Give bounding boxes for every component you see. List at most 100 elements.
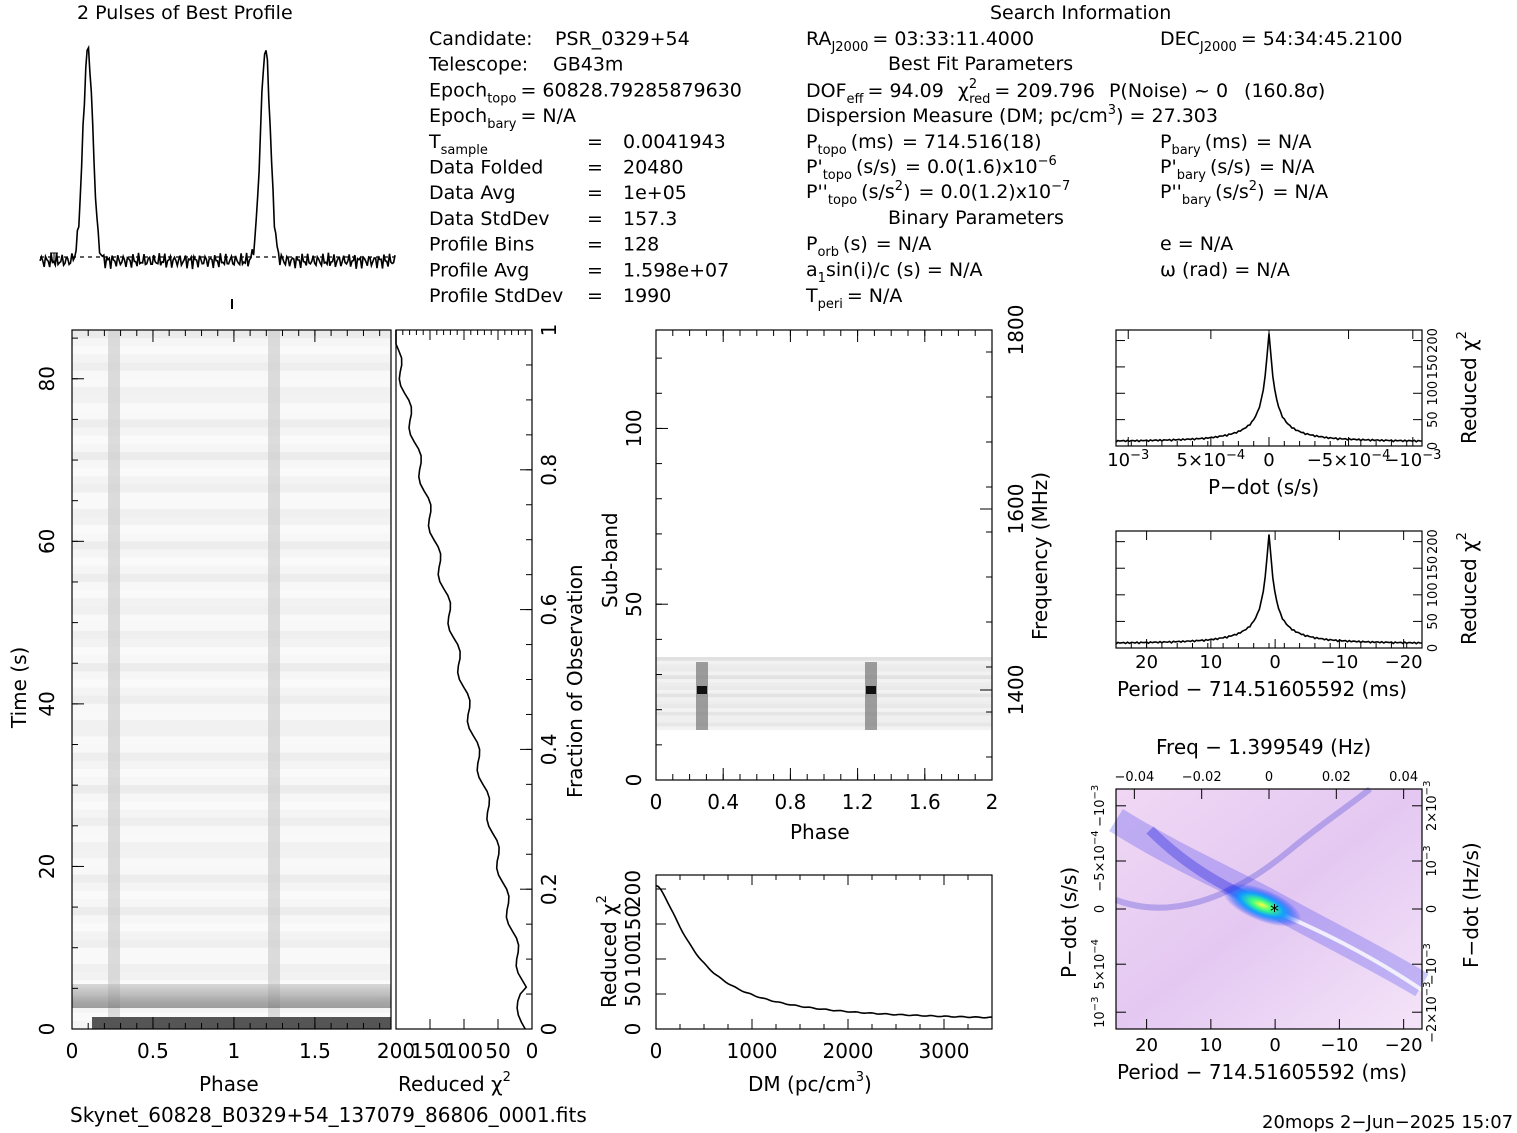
subband-heatmap [656, 657, 992, 731]
tick-label: −10−3 [1384, 448, 1441, 471]
time-phase-axes: 0 0.5 1 1.5 0 20 40 60 80 [35, 330, 381, 1063]
info-value: 1e+05 [623, 182, 687, 204]
search-title: Search Information [990, 2, 1171, 24]
pdot-topo-line: P'topo (s/s) = 0.0(1.6)x10−6 [806, 154, 1057, 183]
subband-axes: 0 0.4 0.8 1.2 1.6 2 0 50 100 1400 1600 1800 [622, 305, 1028, 814]
period-pdot-axes: 20 10 0 −10 −20 −0.04 −0.02 0 0.02 0.04 10−3 5×10−4… [1090, 770, 1440, 1056]
period-chi-ylabel: Reduced χ2 [1455, 532, 1481, 645]
tick-label: 0.4 [537, 733, 561, 765]
tick-label: 0.8 [537, 454, 561, 486]
tick-label: 1600 [1004, 484, 1028, 535]
info-row: Profile Bins [429, 234, 534, 256]
tick-label: 40 [35, 691, 59, 716]
dm-frame [655, 874, 993, 1030]
binary-title: Binary Parameters [888, 207, 1064, 229]
tick-label: 0.2 [537, 873, 561, 905]
tick-label: 10−3 [1107, 448, 1149, 471]
pddot-bary-line: P''bary (s/s2) = N/A [1160, 179, 1328, 208]
subband-axis-label: Sub-band [598, 512, 622, 608]
info-value: 1.598e+07 [623, 259, 729, 281]
tick-label: −20 [1385, 652, 1423, 673]
info-row: Data Folded [429, 157, 543, 179]
tick-label: 10−3 [1090, 997, 1108, 1028]
pdot-chi-xlabel: P−dot (s/s) [1208, 475, 1319, 499]
tick-label: 0 [66, 1039, 79, 1063]
svg-text:RAJ2000= 03:33:11.4000: RAJ2000 = 03:33:11.4000 [806, 28, 1034, 55]
time-axis-label: Time (s) [7, 647, 31, 729]
tick-label: 0 [621, 1023, 645, 1036]
pdot-chi-ylabel: Reduced χ2 [1455, 331, 1481, 444]
fraction-axis-label: Fraction of Observation [563, 564, 587, 798]
dof-line: DOFeff = 94.09 χ2 red = 209.796 P(Noise) ~ 0(… [806, 77, 1325, 107]
tick-label: 0.4 [707, 790, 739, 814]
tick-label: 150 [411, 1039, 449, 1063]
ra-sub: J2000 [830, 40, 868, 55]
info-row: Epochbary = N/A [429, 105, 576, 132]
info-value: 20480 [623, 157, 683, 179]
info-value: 1990 [623, 285, 671, 307]
tick-label: 1000 [727, 1039, 778, 1063]
tick-label: 150 [621, 905, 645, 943]
tick-label: 0 [35, 1023, 59, 1036]
profile-title: 2 Pulses of Best Profile [77, 2, 293, 24]
tick-label: −5×10−4 [1307, 448, 1391, 471]
dec-sub: J2000 [1199, 40, 1237, 55]
dec-line: DECJ2000 = 54:34:45.2100 [1160, 28, 1403, 55]
pddot-topo-line: P''topo (s/s2) = 0.0(1.2)x10−7 [806, 179, 1070, 208]
footer-filename: Skynet_60828_B0329+54_137079_86806_0001.… [70, 1103, 587, 1127]
tick-label: 20 [35, 854, 59, 879]
ecc-line: e = N/A [1160, 233, 1233, 255]
tick-label: 0.8 [774, 790, 806, 814]
pdot-bary-line: P'bary (s/s) = N/A [1160, 156, 1315, 183]
tick-label: 1.5 [299, 1039, 331, 1063]
tick-label: 50 [1426, 613, 1441, 630]
tick-label: 50 [622, 591, 646, 616]
ra-label: RA [806, 28, 831, 50]
tick-label: 60 [35, 529, 59, 554]
subband-xlabel: Phase [790, 820, 850, 844]
info-eq: = [587, 131, 603, 153]
tick-label: 100 [621, 940, 645, 978]
tick-label: 2000 [823, 1039, 874, 1063]
best-fit-star-icon: * [1270, 901, 1279, 922]
tick-label: 50 [1426, 411, 1441, 428]
p-bary-line: Pbary (ms) = N/A [1160, 131, 1312, 158]
cumulative-chi-curve [395, 330, 528, 1030]
tperi-line: Tperi = N/A [805, 285, 902, 312]
tick-label: 100 [445, 1039, 483, 1063]
tick-label: 0 [1426, 644, 1441, 652]
tick-label: 1.6 [909, 790, 941, 814]
tick-label: 0 [1269, 652, 1280, 673]
info-eq: = [587, 234, 603, 256]
tick-label: 150 [1426, 556, 1441, 581]
tick-label: −0.04 [1114, 770, 1154, 785]
p-topo-line: Ptopo (ms) = 714.516(18) [806, 131, 1042, 158]
tick-label: 0.04 [1389, 770, 1418, 785]
info-row: Data StdDev [429, 208, 550, 230]
tick-label: −10 [1320, 652, 1358, 673]
freq-top-label: Freq − 1.399549 (Hz) [1156, 735, 1371, 759]
tick-label: 0 [622, 774, 646, 787]
info-value: 128 [623, 234, 659, 256]
info-eq: = [587, 285, 603, 307]
tick-label: 200 [1426, 529, 1441, 554]
tick-label: 10−3 [1422, 845, 1440, 876]
tick-label: −10−3 [1422, 943, 1440, 985]
tick-label: 80 [35, 366, 59, 391]
tick-label: 2×10−3 [1422, 781, 1440, 831]
info-row: Data Avg [429, 182, 516, 204]
best-fit-title: Best Fit Parameters [888, 53, 1073, 75]
tick-label: 0.6 [537, 594, 561, 626]
tick-label: 0 [1093, 905, 1108, 913]
tick-label: −0.02 [1182, 770, 1222, 785]
tick-label: 200 [377, 1039, 415, 1063]
tick-label: 3000 [919, 1039, 970, 1063]
tick-label: 0 [1425, 905, 1440, 913]
info-row: Telescope: [428, 54, 528, 76]
frequency-axis-label: Frequency (MHz) [1028, 472, 1052, 640]
info-value: 0.0041943 [623, 131, 726, 153]
